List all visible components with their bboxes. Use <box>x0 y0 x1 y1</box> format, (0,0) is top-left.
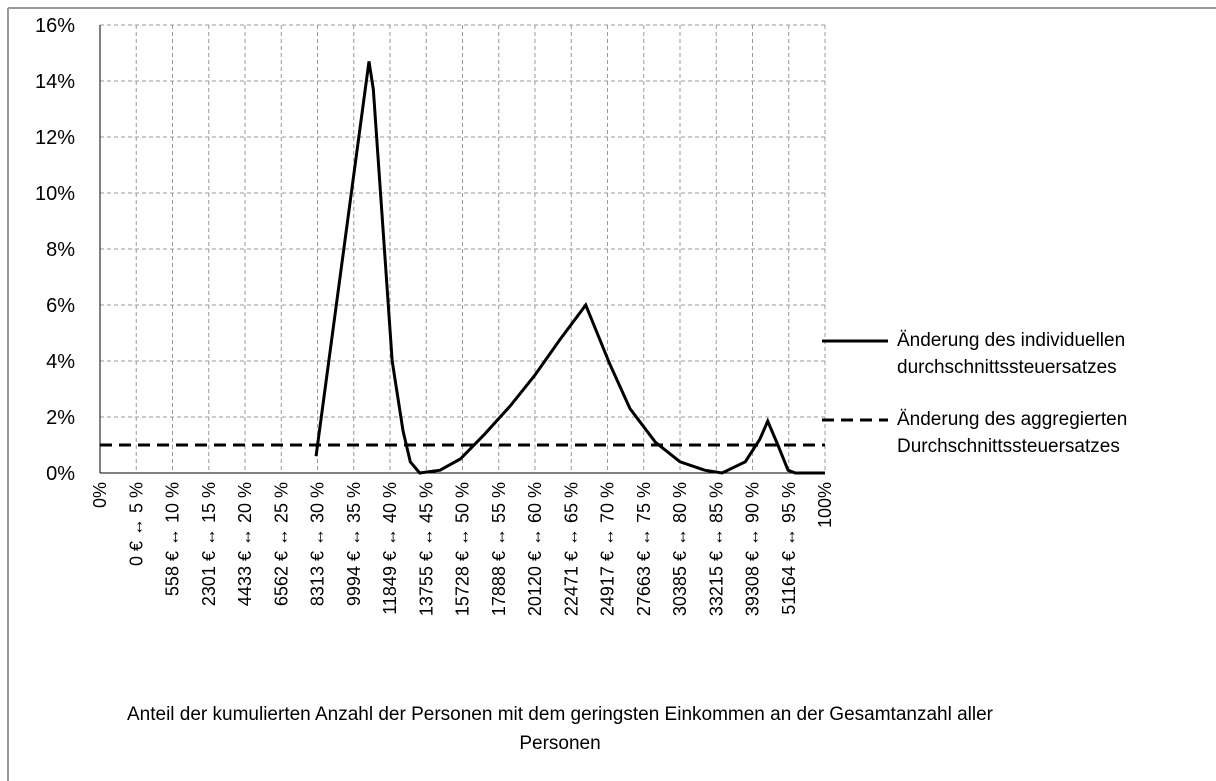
x-tick-label: 24917 € ↔ 70 % <box>598 482 618 616</box>
legend-label: Änderung des aggregierten Durchschnittss… <box>897 409 1128 457</box>
y-tick-label: 0% <box>46 463 75 485</box>
y-tick-label: 6% <box>46 295 75 317</box>
x-tick-label: 30385 € ↔ 80 % <box>670 482 690 616</box>
x-tick-label: 11849 € ↔ 40 % <box>380 482 400 615</box>
x-tick-label: 17888 € ↔ 55 % <box>489 482 509 616</box>
x-tick-label: 4433 € ↔ 20 % <box>235 482 255 606</box>
x-tick-label: 9994 € ↔ 35 % <box>344 482 364 606</box>
x-tick-label: 100% <box>815 482 835 528</box>
x-tick-label: 0% <box>90 482 110 508</box>
x-tick-label: 2301 € ↔ 15 % <box>199 482 219 606</box>
y-tick-label: 12% <box>35 127 75 149</box>
y-tick-label: 4% <box>46 351 75 373</box>
x-tick-label: 39308 € ↔ 90 % <box>743 482 763 616</box>
y-tick-label: 16% <box>35 15 75 37</box>
x-tick-label: 8313 € ↔ 30 % <box>308 482 328 606</box>
x-tick-label: 27663 € ↔ 75 % <box>634 482 654 616</box>
x-tick-label: 15728 € ↔ 50 % <box>453 482 473 616</box>
x-tick-label: 22471 € ↔ 65 % <box>561 482 581 616</box>
y-tick-label: 10% <box>35 183 75 205</box>
x-tick-label: 0 € ↔ 5 % <box>126 482 146 566</box>
series-line <box>314 61 825 475</box>
y-tick-label: 14% <box>35 71 75 93</box>
x-axis-label: Anteil der kumulierten Anzahl der Person… <box>126 704 993 754</box>
x-tick-label: 20120 € ↔ 60 % <box>525 482 545 616</box>
y-tick-label: 8% <box>46 239 75 261</box>
x-tick-label: 558 € ↔ 10 % <box>163 482 183 596</box>
y-tick-label: 2% <box>46 407 75 429</box>
x-tick-label: 13755 € ↔ 45 % <box>416 482 436 616</box>
x-tick-label: 33215 € ↔ 85 % <box>706 482 726 616</box>
legend-label: Änderung des individuellen durchschnitts… <box>897 330 1126 378</box>
x-tick-label: 6562 € ↔ 25 % <box>271 482 291 606</box>
x-tick-label: 51164 € ↔ 95 % <box>779 482 799 615</box>
